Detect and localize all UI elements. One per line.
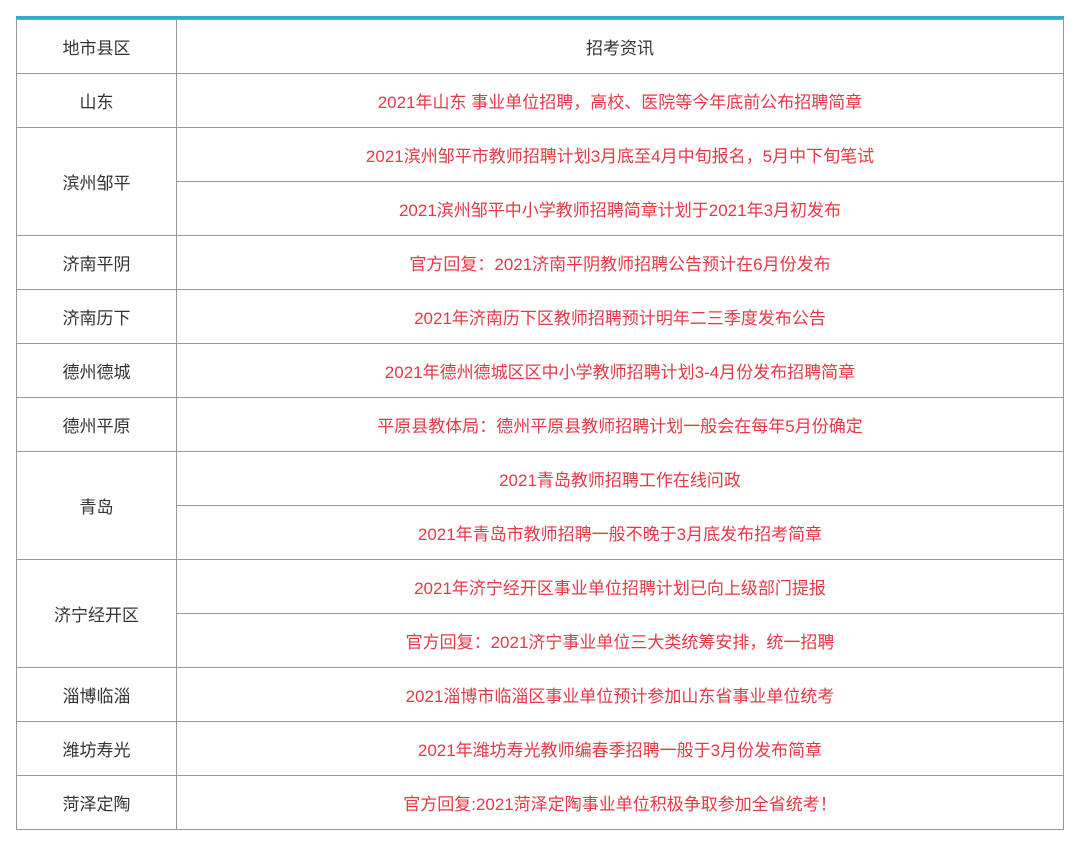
info-cell: 2021淄博市临淄区事业单位预计参加山东省事业单位统考 [177, 668, 1064, 722]
table-row: 济南平阴 官方回复：2021济南平阴教师招聘公告预计在6月份发布 [17, 236, 1064, 290]
news-link[interactable]: 官方回复：2021济南平阴教师招聘公告预计在6月份发布 [409, 255, 830, 274]
recruitment-table: 地市县区 招考资讯 山东 2021年山东 事业单位招聘，高校、医院等今年底前公布招… [16, 19, 1064, 830]
news-link[interactable]: 2021年潍坊寿光教师编春季招聘一般于3月份发布简章 [418, 741, 822, 760]
table-row: 潍坊寿光 2021年潍坊寿光教师编春季招聘一般于3月份发布简章 [17, 722, 1064, 776]
news-link[interactable]: 官方回复:2021菏泽定陶事业单位积极争取参加全省统考！ [403, 795, 837, 814]
info-cell: 2021年潍坊寿光教师编春季招聘一般于3月份发布简章 [177, 722, 1064, 776]
table-row: 青岛2021青岛教师招聘工作在线问政 [17, 452, 1064, 506]
table-row: 淄博临淄 2021淄博市临淄区事业单位预计参加山东省事业单位统考 [17, 668, 1064, 722]
info-cell: 2021年德州德城区区中小学教师招聘计划3-4月份发布招聘简章 [177, 344, 1064, 398]
recruitment-table-container: 地市县区 招考资讯 山东 2021年山东 事业单位招聘，高校、医院等今年底前公布招… [16, 16, 1064, 830]
region-cell: 济南平阴 [17, 236, 177, 290]
news-link[interactable]: 2021年德州德城区区中小学教师招聘计划3-4月份发布招聘简章 [385, 363, 855, 382]
news-link[interactable]: 2021年济宁经开区事业单位招聘计划已向上级部门提报 [414, 579, 826, 598]
header-region: 地市县区 [17, 20, 177, 74]
info-cell: 官方回复:2021菏泽定陶事业单位积极争取参加全省统考！ [177, 776, 1064, 830]
news-link[interactable]: 2021青岛教师招聘工作在线问政 [499, 471, 741, 490]
news-link[interactable]: 2021滨州邹平市教师招聘计划3月底至4月中旬报名，5月中下旬笔试 [366, 147, 874, 166]
info-cell: 官方回复：2021济宁事业单位三大类统筹安排，统一招聘 [177, 614, 1064, 668]
region-cell: 淄博临淄 [17, 668, 177, 722]
region-cell: 济宁经开区 [17, 560, 177, 668]
news-link[interactable]: 2021滨州邹平中小学教师招聘简章计划于2021年3月初发布 [399, 201, 841, 220]
region-cell: 潍坊寿光 [17, 722, 177, 776]
news-link[interactable]: 平原县教体局：德州平原县教师招聘计划一般会在每年5月份确定 [377, 417, 862, 436]
news-link[interactable]: 2021淄博市临淄区事业单位预计参加山东省事业单位统考 [406, 687, 835, 706]
news-link[interactable]: 2021年山东 事业单位招聘，高校、医院等今年底前公布招聘简章 [378, 93, 863, 112]
table-row: 菏泽定陶 官方回复:2021菏泽定陶事业单位积极争取参加全省统考！ [17, 776, 1064, 830]
info-cell: 2021青岛教师招聘工作在线问政 [177, 452, 1064, 506]
info-cell: 2021年济南历下区教师招聘预计明年二三季度发布公告 [177, 290, 1064, 344]
news-link[interactable]: 官方回复：2021济宁事业单位三大类统筹安排，统一招聘 [406, 633, 835, 652]
table-row: 德州德城 2021年德州德城区区中小学教师招聘计划3-4月份发布招聘简章 [17, 344, 1064, 398]
region-cell: 德州平原 [17, 398, 177, 452]
region-cell: 济南历下 [17, 290, 177, 344]
region-cell: 菏泽定陶 [17, 776, 177, 830]
table-row: 济南历下 2021年济南历下区教师招聘预计明年二三季度发布公告 [17, 290, 1064, 344]
table-body: 山东2021年山东 事业单位招聘，高校、医院等今年底前公布招聘简章滨州邹平202… [17, 74, 1064, 830]
table-header-row: 地市县区 招考资讯 [17, 20, 1064, 74]
info-cell: 平原县教体局：德州平原县教师招聘计划一般会在每年5月份确定 [177, 398, 1064, 452]
table-row: 德州平原 平原县教体局：德州平原县教师招聘计划一般会在每年5月份确定 [17, 398, 1064, 452]
info-cell: 2021年济宁经开区事业单位招聘计划已向上级部门提报 [177, 560, 1064, 614]
region-cell: 滨州邹平 [17, 128, 177, 236]
region-cell: 德州德城 [17, 344, 177, 398]
info-cell: 2021年山东 事业单位招聘，高校、医院等今年底前公布招聘简章 [177, 74, 1064, 128]
table-row: 济宁经开区2021年济宁经开区事业单位招聘计划已向上级部门提报 [17, 560, 1064, 614]
info-cell: 官方回复：2021济南平阴教师招聘公告预计在6月份发布 [177, 236, 1064, 290]
table-row: 滨州邹平2021滨州邹平市教师招聘计划3月底至4月中旬报名，5月中下旬笔试 [17, 128, 1064, 182]
info-cell: 2021年青岛市教师招聘一般不晚于3月底发布招考简章 [177, 506, 1064, 560]
region-cell: 山东 [17, 74, 177, 128]
table-row: 山东 2021年山东 事业单位招聘，高校、医院等今年底前公布招聘简章 [17, 74, 1064, 128]
news-link[interactable]: 2021年济南历下区教师招聘预计明年二三季度发布公告 [414, 309, 826, 328]
news-link[interactable]: 2021年青岛市教师招聘一般不晚于3月底发布招考简章 [418, 525, 822, 544]
region-cell: 青岛 [17, 452, 177, 560]
info-cell: 2021滨州邹平中小学教师招聘简章计划于2021年3月初发布 [177, 182, 1064, 236]
header-info: 招考资讯 [177, 20, 1064, 74]
info-cell: 2021滨州邹平市教师招聘计划3月底至4月中旬报名，5月中下旬笔试 [177, 128, 1064, 182]
